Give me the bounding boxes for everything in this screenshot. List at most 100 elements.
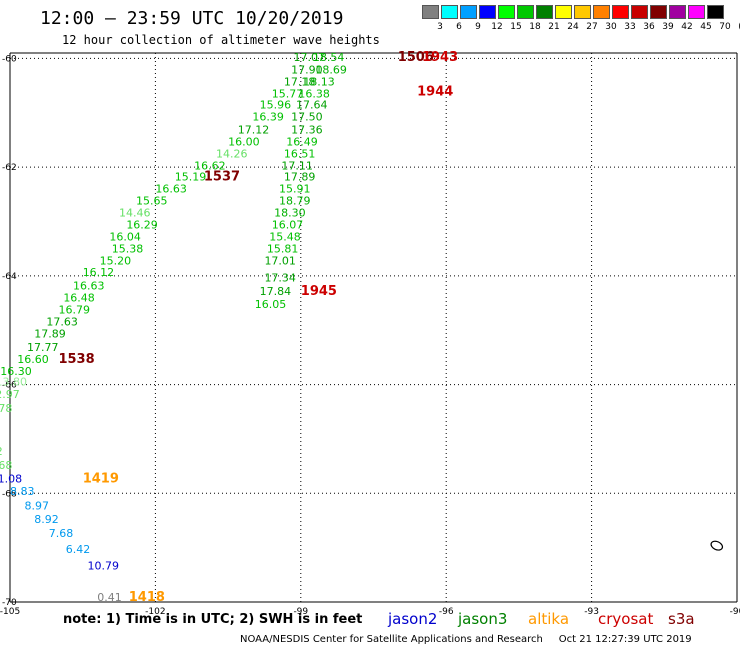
swh-value: 16.30 <box>0 365 32 378</box>
swh-value: 17.34 <box>264 271 296 284</box>
swh-value: 6.42 <box>66 543 91 556</box>
swh-value: 16.04 <box>109 231 140 244</box>
swh-value: 8.83 <box>10 485 35 498</box>
lon-tick-label: -99 <box>293 607 308 617</box>
satellite-altika: altika <box>528 610 570 628</box>
legend-label-30: 30 <box>605 22 617 32</box>
swh-value: 8.92 <box>34 513 59 526</box>
swh-value: 16.12 <box>83 266 115 279</box>
legend-label-70: 70 <box>719 22 731 32</box>
satellite-s3a: s3a <box>668 610 695 628</box>
swh-value: 16.79 <box>58 303 90 316</box>
swh-value: 17.63 <box>46 315 78 328</box>
legend-label-39: 39 <box>662 22 674 32</box>
satellite-cryosat: cryosat <box>598 610 654 628</box>
legend-swatch-9 <box>460 5 477 19</box>
swh-value: 13.80 <box>0 376 27 389</box>
legend-label-45: 45 <box>700 22 712 32</box>
legend-label-3: 3 <box>437 22 443 32</box>
swh-value: 12.68 <box>0 459 12 472</box>
time-label: 1944 <box>417 84 453 99</box>
lat-tick-label: -64 <box>2 272 17 282</box>
swh-value: 17.11 <box>281 159 313 172</box>
lat-tick-label: -68 <box>2 489 17 499</box>
swh-value: 17.84 <box>260 285 292 298</box>
lon-tick-label: -105 <box>0 607 20 617</box>
page-title: 12:00 – 23:59 UTC 10/20/2019 <box>40 8 344 29</box>
lat-tick-label: -60 <box>2 54 17 64</box>
legend-swatch-45 <box>688 5 705 19</box>
swh-value: 16.07 <box>272 219 304 232</box>
legend-label-33: 33 <box>624 22 636 32</box>
time-label: 1538 <box>58 352 94 367</box>
swh-value: 16.29 <box>126 219 158 232</box>
swh-value: 15.65 <box>136 195 168 208</box>
swh-value: 13.62 <box>0 445 3 458</box>
time-label: 1945 <box>301 284 337 299</box>
swh-value: 15.38 <box>112 242 144 255</box>
swh-value: 15.19 <box>175 171 207 184</box>
swh-value: 16.63 <box>155 183 187 196</box>
swh-value: 15.77 <box>272 88 304 101</box>
swh-value: 0.41 <box>97 591 122 604</box>
swh-value: 16.63 <box>73 279 105 292</box>
swh-value: 15.48 <box>269 231 301 244</box>
lon-tick-label: -96 <box>439 607 454 617</box>
credit-line: NOAA/NESDIS Center for Satellite Applica… <box>240 634 692 645</box>
legend-label-6: 6 <box>456 22 462 32</box>
time-label: 1419 <box>83 471 119 486</box>
swh-value: 16.38 <box>298 88 330 101</box>
legend-swatch-33 <box>612 5 629 19</box>
lat-tick-label: -70 <box>2 598 17 608</box>
legend-swatch-15 <box>498 5 515 19</box>
legend-swatch-6 <box>441 5 458 19</box>
legend-swatch-3 <box>422 5 439 19</box>
swh-value: 17.36 <box>291 123 323 136</box>
legend-label-21: 21 <box>548 22 560 32</box>
swh-value: 17.50 <box>291 110 323 123</box>
legend-label-36: 36 <box>643 22 655 32</box>
swh-value: 14.46 <box>119 207 151 220</box>
legend-label-24: 24 <box>567 22 579 32</box>
swh-value: 18.13 <box>303 76 335 89</box>
time-label: 1418 <box>129 590 165 605</box>
page-subtitle: 12 hour collection of altimeter wave hei… <box>62 33 380 47</box>
swh-value: 17.07 <box>294 51 326 64</box>
swh-value: 18.79 <box>279 195 311 208</box>
lon-tick-label: -93 <box>584 607 599 617</box>
swh-value: 16.00 <box>228 135 260 148</box>
swh-value: 15.20 <box>100 254 132 267</box>
swh-value: 18.69 <box>315 64 347 77</box>
swh-value: 16.39 <box>252 110 283 123</box>
swh-value: 14.26 <box>216 147 248 160</box>
swh-value: 17.89 <box>34 327 66 340</box>
legend-swatch-12 <box>479 5 496 19</box>
swh-value: 17.18 <box>284 76 316 89</box>
lon-tick-label: -102 <box>145 607 165 617</box>
swh-value: 16.62 <box>194 159 226 172</box>
swh-value: 16.60 <box>17 353 49 366</box>
legend-swatch-39 <box>650 5 667 19</box>
swh-value: 18.30 <box>274 207 306 220</box>
time-label: 1506 <box>398 50 434 65</box>
swh-value: 15.81 <box>267 242 299 255</box>
footer-note: note: 1) Time is in UTC; 2) SWH is in fe… <box>63 612 363 627</box>
lat-tick-label: -66 <box>2 381 17 391</box>
lat-tick-label: -62 <box>2 163 17 173</box>
time-label: 1537 <box>204 170 240 185</box>
swh-value: 16.05 <box>255 298 286 311</box>
legend-swatch-18 <box>517 5 534 19</box>
legend-swatch-24 <box>555 5 572 19</box>
swh-value: 17.90 <box>291 64 323 77</box>
legend-swatch-36 <box>631 5 648 19</box>
satellite-jason2: jason2 <box>388 610 438 628</box>
legend-swatch-21 <box>536 5 553 19</box>
legend-swatch-30 <box>593 5 610 19</box>
swh-value: 16.48 <box>63 291 95 304</box>
legend-unit: (ft) <box>730 22 740 32</box>
legend-swatch-70 <box>707 5 724 19</box>
legend-label-15: 15 <box>510 22 522 32</box>
swh-value: 17.12 <box>238 123 270 136</box>
swh-value: 17.01 <box>264 254 296 267</box>
